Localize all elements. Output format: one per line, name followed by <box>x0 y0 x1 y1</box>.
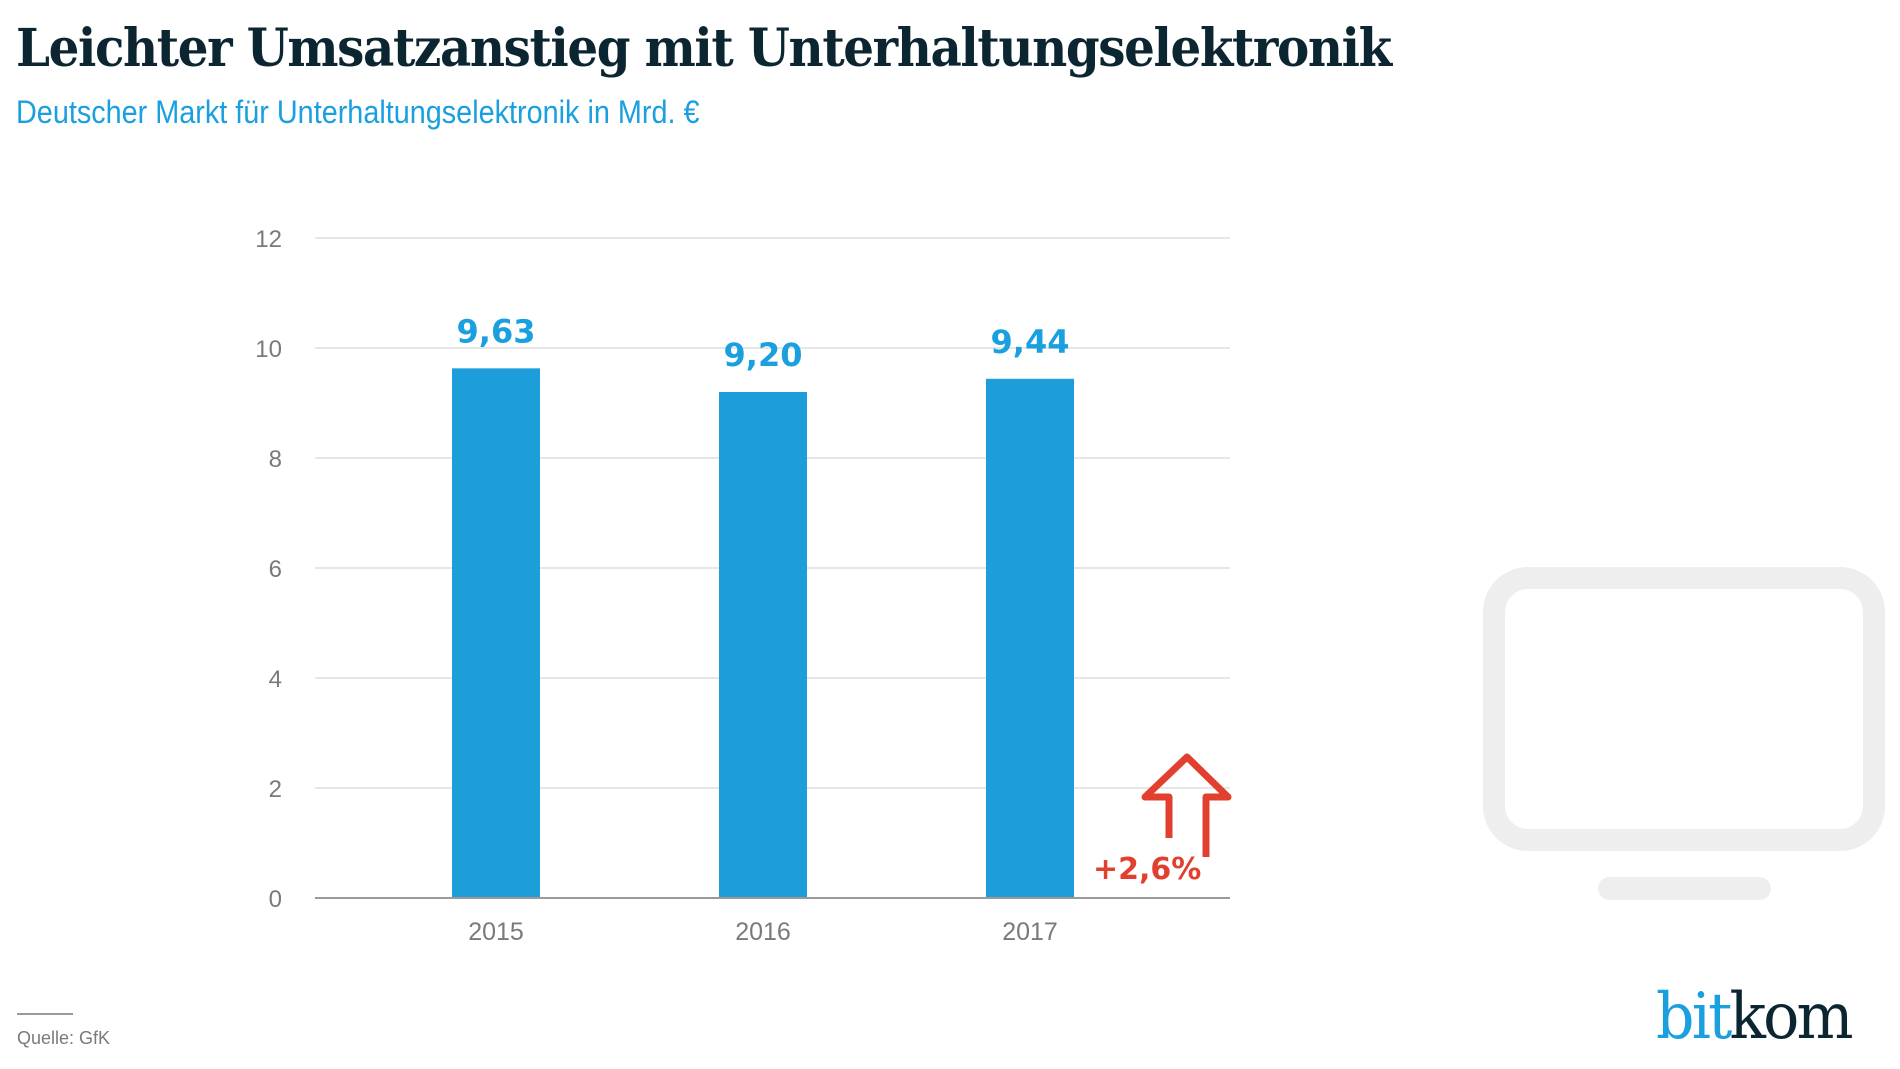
bar-2016 <box>719 392 807 898</box>
x-tick-label: 2017 <box>1002 918 1058 946</box>
source-note: Quelle: GfK <box>17 1028 111 1048</box>
y-tick-label: 0 <box>269 886 282 913</box>
y-tick-label: 12 <box>255 226 282 253</box>
data-labels: 9,63 9,20 9,44 <box>457 312 1070 374</box>
x-tick-label: 2016 <box>735 918 791 946</box>
y-axis-ticks: 0 2 4 6 8 10 12 <box>255 226 282 913</box>
y-tick-label: 8 <box>269 446 282 473</box>
bars <box>452 368 1074 899</box>
data-label-2017: 9,44 <box>991 323 1070 361</box>
bar-2015 <box>452 368 540 899</box>
x-tick-label: 2015 <box>468 918 524 946</box>
y-tick-label: 4 <box>269 666 282 693</box>
data-label-2015: 9,63 <box>457 312 536 350</box>
growth-label: +2,6% <box>1093 852 1201 887</box>
y-tick-label: 2 <box>269 776 282 803</box>
chart-subtitle: Deutscher Markt für Unterhaltungselektro… <box>16 94 700 130</box>
x-axis-labels: 2015 2016 2017 <box>468 918 1058 946</box>
bar-2017 <box>986 378 1074 898</box>
y-tick-label: 10 <box>255 336 282 363</box>
monitor-icon <box>1483 567 1885 900</box>
y-tick-label: 6 <box>269 556 282 583</box>
growth-annotation: +2,6% <box>1093 753 1232 887</box>
data-label-2016: 9,20 <box>724 336 803 374</box>
logo-part-bit: bit <box>1656 980 1732 1054</box>
chart-title: Leichter Umsatzanstieg mit Unterhaltungs… <box>16 18 1392 79</box>
source-divider <box>17 1013 73 1015</box>
arrow-up-icon <box>1141 753 1232 857</box>
bitkom-logo: bitkom <box>1656 985 1854 1049</box>
logo-part-kom: kom <box>1729 980 1853 1054</box>
